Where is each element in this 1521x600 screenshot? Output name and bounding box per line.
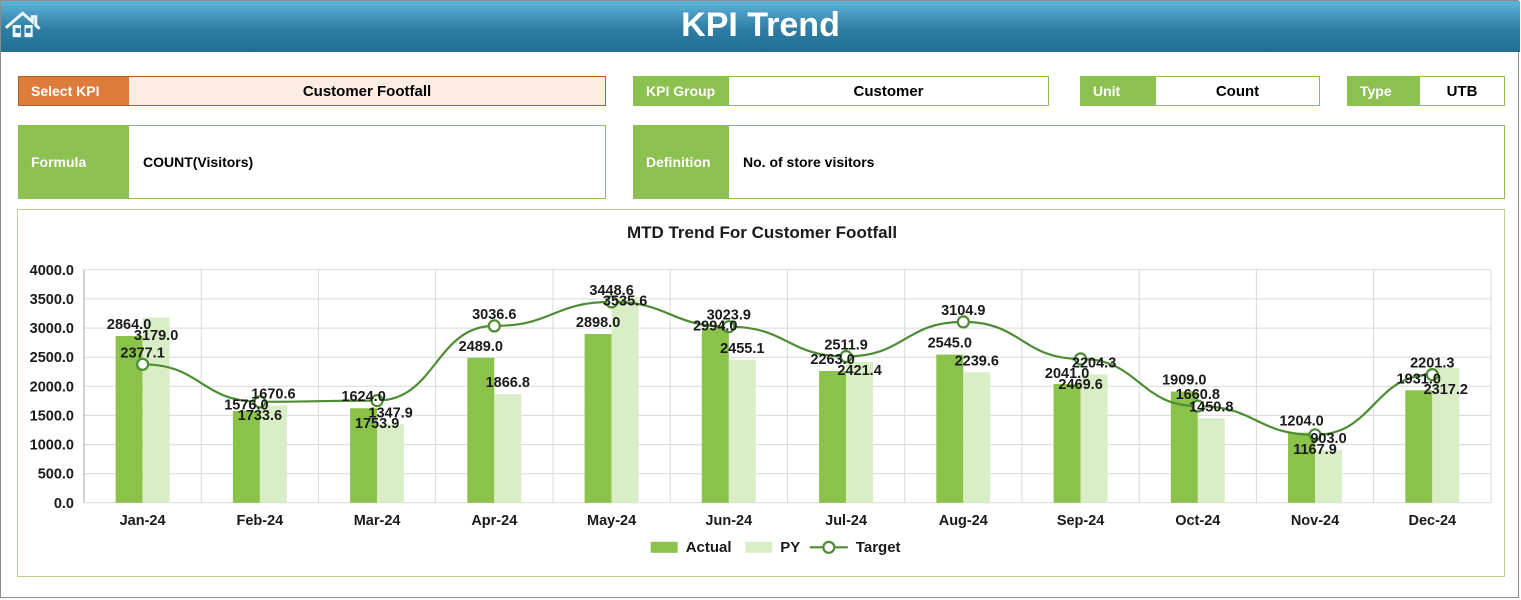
- svg-text:Dec-24: Dec-24: [1409, 513, 1457, 529]
- svg-text:2455.1: 2455.1: [720, 341, 764, 357]
- svg-text:500.0: 500.0: [38, 467, 74, 483]
- svg-text:3104.9: 3104.9: [941, 303, 985, 319]
- svg-text:2239.6: 2239.6: [955, 353, 999, 369]
- svg-text:Jul-24: Jul-24: [825, 513, 867, 529]
- svg-text:1000.0: 1000.0: [30, 438, 74, 454]
- svg-text:Sep-24: Sep-24: [1057, 513, 1105, 529]
- svg-text:Feb-24: Feb-24: [237, 513, 284, 529]
- svg-text:0.0: 0.0: [54, 496, 74, 512]
- svg-text:2469.6: 2469.6: [1058, 377, 1102, 393]
- svg-text:2000.0: 2000.0: [30, 379, 74, 395]
- svg-text:3000.0: 3000.0: [30, 321, 74, 337]
- svg-text:Target: Target: [856, 539, 901, 556]
- svg-text:2317.2: 2317.2: [1424, 382, 1468, 398]
- svg-text:1450.8: 1450.8: [1189, 399, 1233, 415]
- svg-text:3036.6: 3036.6: [472, 307, 516, 323]
- svg-text:2201.3: 2201.3: [1410, 356, 1454, 372]
- svg-text:Nov-24: Nov-24: [1291, 513, 1339, 529]
- svg-text:Mar-24: Mar-24: [354, 513, 401, 529]
- svg-text:1500.0: 1500.0: [30, 408, 74, 424]
- svg-text:2994.0: 2994.0: [693, 319, 737, 335]
- svg-text:4000.0: 4000.0: [30, 263, 74, 279]
- svg-text:May-24: May-24: [587, 513, 636, 529]
- svg-text:2489.0: 2489.0: [459, 339, 503, 355]
- svg-text:1167.9: 1167.9: [1293, 442, 1337, 458]
- svg-text:PY: PY: [780, 539, 800, 556]
- svg-text:Aug-24: Aug-24: [939, 513, 988, 529]
- svg-text:MTD Trend For Customer Footfal: MTD Trend For Customer Footfall: [627, 223, 897, 242]
- svg-text:1733.6: 1733.6: [238, 408, 282, 424]
- svg-text:3500.0: 3500.0: [30, 292, 74, 308]
- svg-text:2545.0: 2545.0: [928, 336, 972, 352]
- svg-text:3179.0: 3179.0: [134, 328, 178, 344]
- svg-text:2898.0: 2898.0: [576, 315, 620, 331]
- svg-text:2377.1: 2377.1: [120, 345, 164, 361]
- svg-text:2500.0: 2500.0: [30, 350, 74, 366]
- svg-text:Apr-24: Apr-24: [471, 513, 517, 529]
- svg-text:Jun-24: Jun-24: [705, 513, 752, 529]
- svg-text:1624.0: 1624.0: [341, 389, 385, 405]
- svg-text:1866.8: 1866.8: [486, 375, 530, 391]
- svg-text:Jan-24: Jan-24: [120, 513, 166, 529]
- svg-text:Oct-24: Oct-24: [1175, 513, 1220, 529]
- svg-text:1753.9: 1753.9: [355, 416, 399, 432]
- svg-text:3535.6: 3535.6: [603, 294, 647, 310]
- svg-text:2421.4: 2421.4: [837, 363, 881, 379]
- svg-text:1204.0: 1204.0: [1279, 414, 1323, 430]
- svg-text:Actual: Actual: [686, 539, 732, 556]
